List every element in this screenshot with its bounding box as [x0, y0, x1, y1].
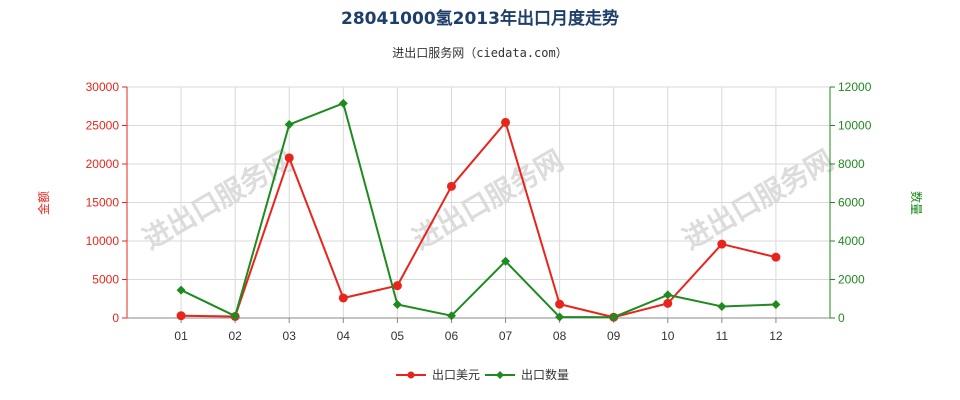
data-point-export-usd-06	[446, 181, 456, 191]
watermark-text-2: 进出口服务网	[407, 143, 569, 256]
x-tick-label: 10	[661, 329, 675, 343]
data-point-export-usd-10	[663, 298, 673, 308]
data-point-export-usd-07	[501, 117, 511, 127]
legend-marker-export-qty	[496, 371, 504, 379]
x-tick-label: 04	[337, 329, 351, 343]
y-left-tick-label: 30000	[86, 80, 120, 94]
y-right-tick-label: 2000	[838, 273, 865, 287]
legend: 出口美元 出口数量	[396, 367, 569, 382]
x-tick-label: 05	[391, 329, 405, 343]
x-tick-label: 02	[228, 329, 242, 343]
x-tick-label: 03	[283, 329, 297, 343]
y-left-tick-label: 25000	[86, 119, 120, 133]
data-point-export-qty-07	[501, 256, 511, 266]
y-left-tick-label: 5000	[92, 273, 119, 287]
data-point-export-qty-02	[230, 311, 240, 321]
data-point-export-usd-12	[771, 252, 781, 262]
y-right-tick-label: 4000	[838, 234, 865, 248]
axes: 0 5000 10000 15000 20000 25000 30000 0 2000 4000 6…	[86, 80, 872, 343]
data-point-export-usd-08	[555, 299, 565, 309]
data-point-export-usd-05	[392, 281, 402, 291]
y-left-tick-label: 20000	[86, 157, 120, 171]
data-point-export-qty-01	[176, 285, 186, 295]
x-tick-label: 09	[607, 329, 621, 343]
legend-label-export-usd: 出口美元	[432, 368, 480, 382]
series-layer	[176, 98, 781, 322]
data-point-export-qty-12	[771, 300, 781, 310]
data-point-export-qty-10	[663, 290, 673, 300]
watermark-text-3: 进出口服务网	[677, 143, 839, 256]
series-line-export-qty	[180, 102, 776, 319]
y-right-tick-label: 8000	[838, 157, 865, 171]
data-point-export-qty-08	[555, 312, 565, 322]
x-tick-label: 08	[553, 329, 567, 343]
data-point-export-qty-11	[717, 301, 727, 311]
y-right-tick-label: 10000	[838, 119, 872, 133]
data-point-export-qty-05	[392, 300, 402, 310]
x-tick-label: 07	[499, 329, 513, 343]
y-left-tick-label: 0	[112, 311, 119, 325]
data-point-export-qty-04	[338, 98, 348, 108]
y-left-axis-title: 金额	[36, 191, 51, 215]
series-line-export-usd	[181, 121, 777, 319]
data-point-export-qty-03	[284, 120, 294, 130]
grid	[127, 86, 830, 319]
y-right-tick-label: 12000	[838, 80, 872, 94]
chart-title: 28041000氢2013年出口月度走势	[341, 8, 619, 29]
legend-label-export-qty: 出口数量	[521, 367, 569, 382]
data-point-export-qty-09	[609, 312, 619, 322]
data-point-export-usd-03	[284, 153, 294, 163]
data-point-export-usd-04	[338, 293, 348, 303]
chart-subtitle: 进出口服务网（ciedata.com）	[392, 45, 567, 60]
legend-item-export-usd[interactable]: 出口美元	[396, 368, 480, 382]
x-tick-label: 01	[174, 329, 188, 343]
y-right-tick-label: 0	[838, 311, 845, 325]
y-left-tick-label: 10000	[86, 234, 120, 248]
y-left-tick-label: 15000	[86, 196, 120, 210]
x-tick-label: 12	[769, 329, 783, 343]
x-tick-label: 11	[716, 329, 729, 343]
x-tick-label: 06	[445, 329, 459, 343]
data-point-export-qty-06	[446, 311, 456, 321]
data-point-export-usd-01	[176, 311, 186, 321]
legend-item-export-qty[interactable]: 出口数量	[485, 367, 569, 382]
watermark-layer: 进出口服务网 进出口服务网 进出口服务网	[137, 143, 839, 256]
data-point-export-usd-11	[717, 239, 727, 249]
y-right-tick-label: 6000	[838, 196, 865, 210]
legend-marker-export-usd	[407, 371, 415, 379]
y-right-axis-title: 数量	[909, 191, 924, 215]
